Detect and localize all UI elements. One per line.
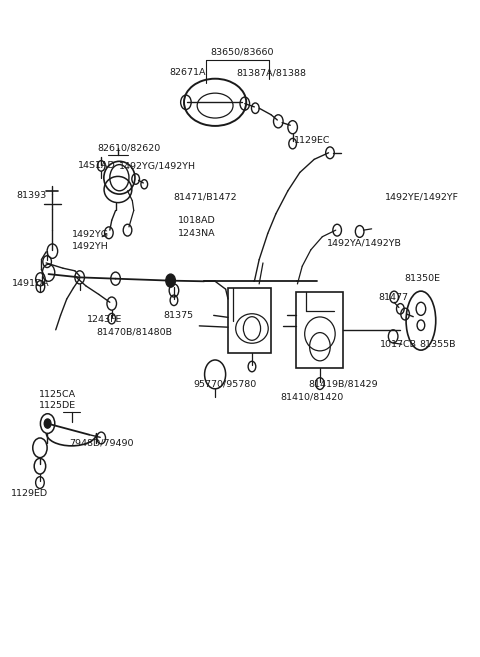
Text: 95770/95780: 95770/95780 <box>193 380 256 389</box>
Text: 1125CA: 1125CA <box>38 390 76 399</box>
Text: 1243NA: 1243NA <box>178 229 216 238</box>
Text: 14S1AD: 14S1AD <box>78 162 115 170</box>
Text: 81419B/81429: 81419B/81429 <box>308 380 378 389</box>
Text: 81470B/81480B: 81470B/81480B <box>96 327 173 336</box>
Text: 83650/83660: 83650/83660 <box>211 47 274 57</box>
Text: 1491DA: 1491DA <box>12 279 49 288</box>
Text: 81387A/81388: 81387A/81388 <box>236 68 306 78</box>
Text: 81393: 81393 <box>17 191 47 200</box>
Text: 7948D/79490: 7948D/79490 <box>69 438 133 447</box>
Circle shape <box>44 419 51 428</box>
Text: 1018AD: 1018AD <box>178 215 216 225</box>
Text: 1125DE: 1125DE <box>38 401 76 411</box>
Text: 81350E: 81350E <box>405 273 441 283</box>
Text: 1492YA/1492YB: 1492YA/1492YB <box>327 238 402 248</box>
Text: 1243FE: 1243FE <box>87 315 123 325</box>
Text: 1492YE/1492YF: 1492YE/1492YF <box>385 193 459 202</box>
Text: 1492YG/1492YH: 1492YG/1492YH <box>119 162 196 170</box>
Text: 82610/82620: 82610/82620 <box>97 143 161 152</box>
Text: 81355B: 81355B <box>419 340 456 349</box>
Text: 1129ED: 1129ED <box>11 489 48 498</box>
Text: 1492YG: 1492YG <box>72 230 108 239</box>
Text: 82671A: 82671A <box>169 68 205 78</box>
Text: 1017CB: 1017CB <box>380 340 417 349</box>
Text: 81477: 81477 <box>378 292 408 302</box>
Text: 81410/81420: 81410/81420 <box>280 392 343 401</box>
Circle shape <box>166 274 175 287</box>
Text: 81471/B1472: 81471/B1472 <box>174 193 237 202</box>
Text: 1129EC: 1129EC <box>294 137 330 145</box>
Text: 1492YH: 1492YH <box>72 242 108 251</box>
Text: 81375: 81375 <box>164 311 194 320</box>
